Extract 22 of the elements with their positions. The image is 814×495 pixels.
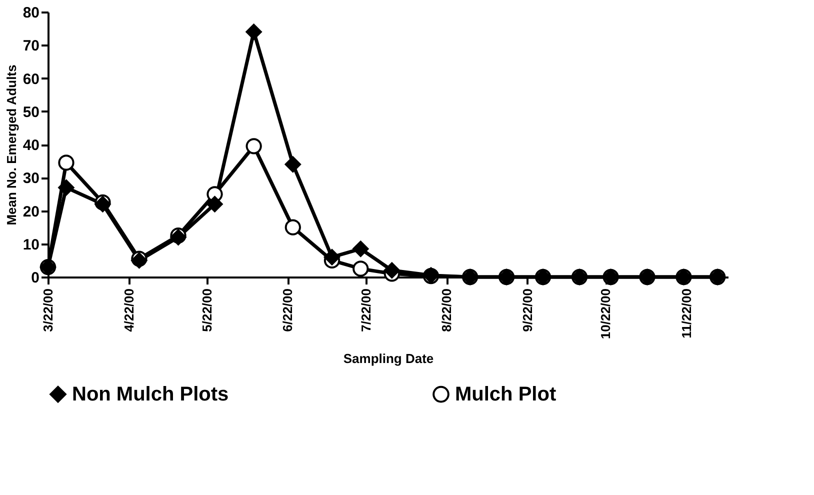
x-tick-label: 11/22/00	[678, 288, 694, 338]
y-tick-label: 30	[22, 170, 40, 188]
x-tick-label: 8/22/00	[439, 288, 454, 332]
y-tick-label: 0	[31, 270, 40, 286]
legend-label: Non Mulch Plots	[72, 383, 229, 406]
y-tick-label: 70	[22, 38, 40, 55]
x-tick-label: 7/22/00	[358, 288, 374, 332]
y-tick-label: 40	[22, 137, 40, 154]
y-tick-label: 60	[22, 70, 40, 88]
x-tick-label: 10/22/00	[598, 288, 614, 340]
y-tick-label: 80	[22, 4, 40, 22]
y-tick-label: 10	[22, 236, 40, 254]
y-axis-title: Mean No. Emerged Adults	[4, 64, 19, 226]
x-axis-title: Sampling Date	[343, 351, 434, 366]
legend-label: Mulch Plot	[455, 383, 556, 406]
y-tick-label: 50	[22, 104, 40, 121]
x-tick-label: 6/22/00	[280, 288, 296, 332]
x-tick-label: 5/22/00	[199, 288, 214, 332]
x-tick-label: 4/22/00	[121, 288, 136, 332]
x-tick-label: 3/22/00	[40, 288, 56, 332]
y-tick-label: 20	[22, 203, 40, 220]
x-tick-label: 9/22/00	[520, 288, 535, 332]
